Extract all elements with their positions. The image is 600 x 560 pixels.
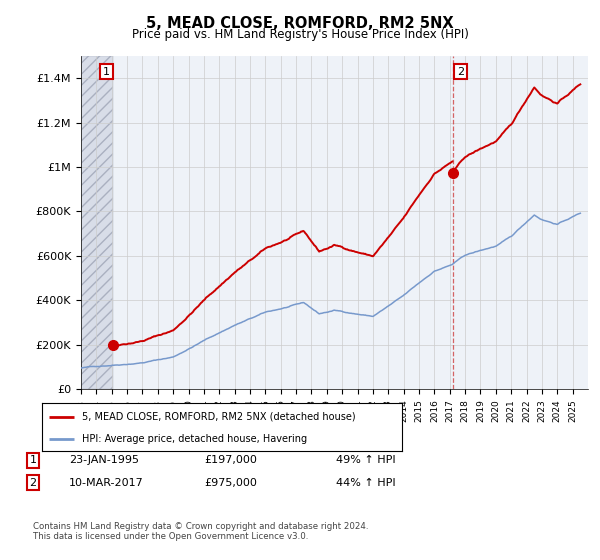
Text: 10-MAR-2017: 10-MAR-2017 [69,478,144,488]
Text: HPI: Average price, detached house, Havering: HPI: Average price, detached house, Have… [82,434,307,444]
Text: 5, MEAD CLOSE, ROMFORD, RM2 5NX (detached house): 5, MEAD CLOSE, ROMFORD, RM2 5NX (detache… [82,412,355,422]
Text: 23-JAN-1995: 23-JAN-1995 [69,455,139,465]
Text: £197,000: £197,000 [204,455,257,465]
Text: 49% ↑ HPI: 49% ↑ HPI [336,455,395,465]
Text: Contains HM Land Registry data © Crown copyright and database right 2024.
This d: Contains HM Land Registry data © Crown c… [33,522,368,542]
Text: £975,000: £975,000 [204,478,257,488]
Text: 1: 1 [103,67,110,77]
Text: 44% ↑ HPI: 44% ↑ HPI [336,478,395,488]
Text: 2: 2 [29,478,37,488]
Text: 1: 1 [29,455,37,465]
Bar [81,56,113,389]
Text: Price paid vs. HM Land Registry's House Price Index (HPI): Price paid vs. HM Land Registry's House … [131,28,469,41]
Text: 5, MEAD CLOSE, ROMFORD, RM2 5NX: 5, MEAD CLOSE, ROMFORD, RM2 5NX [146,16,454,31]
Text: 2: 2 [457,67,464,77]
